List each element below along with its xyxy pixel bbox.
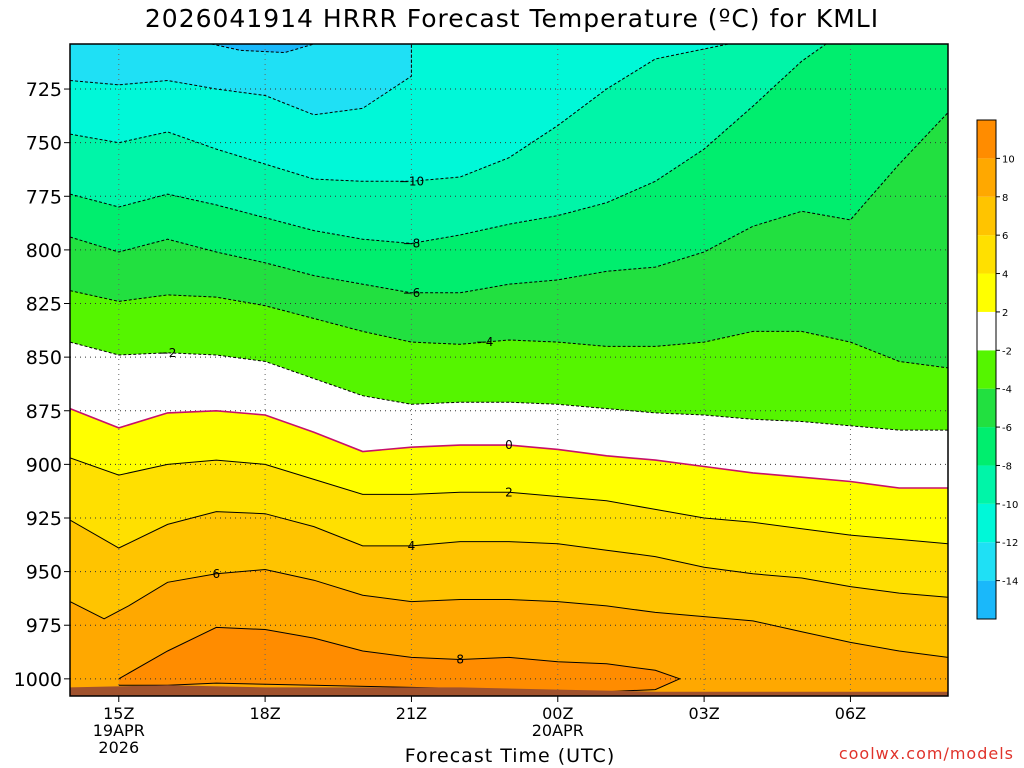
colorbar-label: -6 xyxy=(1002,423,1012,434)
colorbar-bin xyxy=(977,273,996,312)
chart-title: 2026041914 HRRR Forecast Temperature (ºC… xyxy=(144,4,880,33)
colorbar-bin xyxy=(977,503,996,543)
colorbar-label: 10 xyxy=(1002,154,1015,165)
contour-label: 8 xyxy=(456,653,464,667)
contour-label: −8 xyxy=(403,236,421,250)
x-axis-label: Forecast Time (UTC) xyxy=(404,745,616,767)
contour-label: 2 xyxy=(505,485,513,499)
colorbar-frame xyxy=(976,119,997,620)
colorbar-bin xyxy=(977,580,996,619)
colorbar-bin xyxy=(977,311,996,351)
contour-label: −6 xyxy=(403,286,421,300)
colorbar-bin xyxy=(977,158,996,197)
contour-line xyxy=(70,568,948,658)
ground-layer xyxy=(70,685,948,696)
contour-line xyxy=(70,457,948,545)
contour-label: 4 xyxy=(408,539,416,553)
contour-line xyxy=(70,407,948,489)
contour-label: 0 xyxy=(505,438,513,452)
colorbar-label: 6 xyxy=(1002,231,1008,242)
contour-line xyxy=(211,44,315,54)
colorbar-label: 8 xyxy=(1002,193,1008,204)
y-tick-label: 825 xyxy=(26,294,62,316)
y-tick-label: 725 xyxy=(26,79,62,101)
colorbar-label: -10 xyxy=(1002,500,1018,511)
x-tick-label: 19APR xyxy=(93,721,145,740)
y-tick-label: 850 xyxy=(26,347,62,369)
colorbar-bin xyxy=(977,465,996,504)
contour-line xyxy=(70,511,948,598)
colorbar-label: -8 xyxy=(1002,461,1012,472)
y-tick-label: 750 xyxy=(26,133,62,155)
colorbar-bin xyxy=(977,350,996,389)
x-tick-label: 21Z xyxy=(396,704,427,723)
x-tick-label: 00Z xyxy=(542,704,573,723)
colorbar-label: -4 xyxy=(1002,385,1012,396)
x-tick-label: 15Z xyxy=(103,704,134,723)
y-tick-label: 1000 xyxy=(14,669,62,691)
contour-line xyxy=(70,341,948,431)
colorbar-label: 4 xyxy=(1002,270,1008,281)
credit-link[interactable]: coolwx.com/models xyxy=(838,744,1014,763)
y-tick-label: 775 xyxy=(26,186,62,208)
colorbar-label: -14 xyxy=(1002,577,1018,588)
colorbar-bin xyxy=(977,388,996,428)
colorbar-bin xyxy=(977,196,996,236)
contour-line xyxy=(70,44,412,116)
plot-frame xyxy=(69,43,949,697)
colorbar-label: -2 xyxy=(1002,346,1012,357)
colorbar-bin xyxy=(977,542,996,581)
fill-band xyxy=(118,627,680,692)
x-tick-label: 06Z xyxy=(835,704,866,723)
x-tick-label: 20APR xyxy=(532,721,584,740)
colorbar-label: 2 xyxy=(1002,308,1008,319)
y-tick-label: 800 xyxy=(26,240,62,262)
fill-band xyxy=(70,44,412,115)
contour-label: 6 xyxy=(213,567,221,581)
colorbar-bin xyxy=(977,427,996,466)
contour-line xyxy=(70,112,948,294)
x-tick-label: 2026 xyxy=(98,738,139,757)
colorbar-bin xyxy=(977,120,996,159)
colorbar-label: -12 xyxy=(1002,538,1018,549)
x-tick-label: 18Z xyxy=(249,704,280,723)
y-tick-label: 925 xyxy=(26,508,62,530)
contour-label: −4 xyxy=(476,335,494,349)
contour-line xyxy=(70,290,948,369)
contour-label: −10 xyxy=(399,174,424,188)
plot-area: −10 −8 −6 −4 −2 0 2 4 6 8 xyxy=(70,44,948,696)
contour-label: −2 xyxy=(159,346,177,360)
contour-line xyxy=(118,626,682,693)
colorbar-bin xyxy=(977,235,996,274)
y-tick-label: 950 xyxy=(26,562,62,584)
x-tick-label: 03Z xyxy=(688,704,719,723)
y-tick-label: 900 xyxy=(26,454,62,476)
contour-line xyxy=(70,44,729,182)
y-tick-label: 975 xyxy=(26,615,62,637)
y-tick-label: 875 xyxy=(26,401,62,423)
fill-band xyxy=(211,44,314,53)
